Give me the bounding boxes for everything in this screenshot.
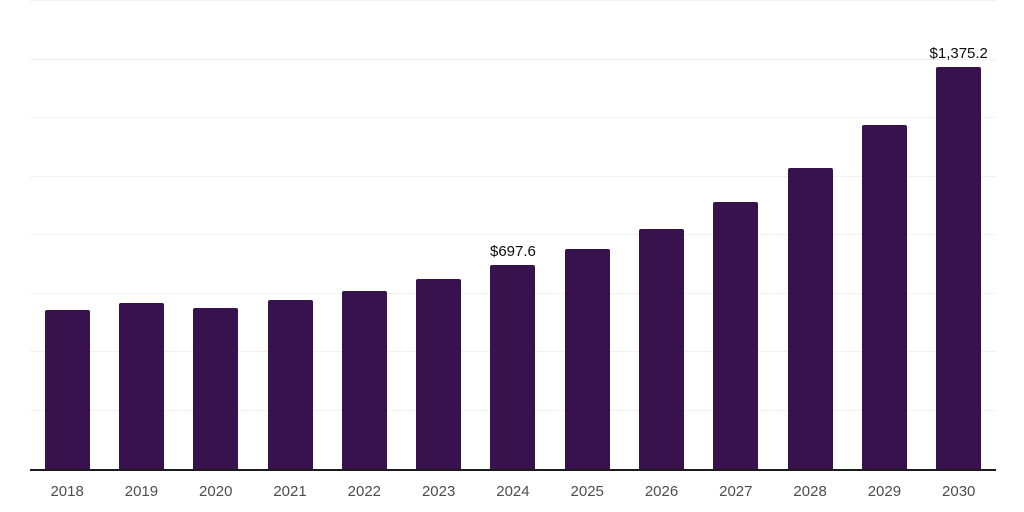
gridline xyxy=(30,175,996,177)
x-tick-label-2019: 2019 xyxy=(124,483,159,500)
x-tick-label-2026: 2026 xyxy=(644,483,679,500)
x-tick-label-2020: 2020 xyxy=(199,483,233,500)
x-axis-line xyxy=(30,469,996,471)
bar-2021 xyxy=(267,299,313,469)
x-tick-label-2029: 2029 xyxy=(867,483,902,500)
bar-value-label: $1,375.2 xyxy=(929,44,988,62)
bar-2025 xyxy=(564,249,610,469)
x-tick-label-2024: 2024 xyxy=(496,483,530,500)
bar-2027 xyxy=(713,202,759,469)
bar-2019 xyxy=(118,302,164,469)
x-tick-label-2030: 2030 xyxy=(942,483,976,500)
x-tick-label-2027: 2027 xyxy=(719,483,753,500)
x-tick-label-2025: 2025 xyxy=(570,483,604,500)
x-axis-tick-labels: 2018 2019 2020 2021 2022 2023 2024 2025 2026 2027… xyxy=(30,484,996,500)
x-tick-label-2018: 2018 xyxy=(50,483,84,500)
x-tick-label-2028: 2028 xyxy=(793,483,827,500)
bar-2026 xyxy=(639,228,685,469)
gridline xyxy=(30,0,996,1)
x-tick-label-2021: 2021 xyxy=(273,483,307,500)
x-tick-label-2023: 2023 xyxy=(421,483,456,500)
bar-2028 xyxy=(787,167,833,469)
bar-2018 xyxy=(44,309,90,469)
gridline xyxy=(30,58,996,60)
bar-2024: $697.6 xyxy=(490,244,536,469)
bar-value-label: $697.6 xyxy=(489,242,536,260)
bars-container: $697.6 $1,375.2 xyxy=(30,1,996,469)
bar-2022 xyxy=(341,290,387,469)
bar-2029 xyxy=(861,124,907,469)
gridline xyxy=(30,234,996,235)
bar-2020 xyxy=(193,308,239,469)
plot-area: $697.6 $1,375.2 xyxy=(30,0,996,469)
x-tick-label-2022: 2022 xyxy=(347,483,382,500)
bar-2030: $1,375.2 xyxy=(930,46,988,469)
gridline xyxy=(30,117,996,118)
bar-2023 xyxy=(416,279,462,469)
